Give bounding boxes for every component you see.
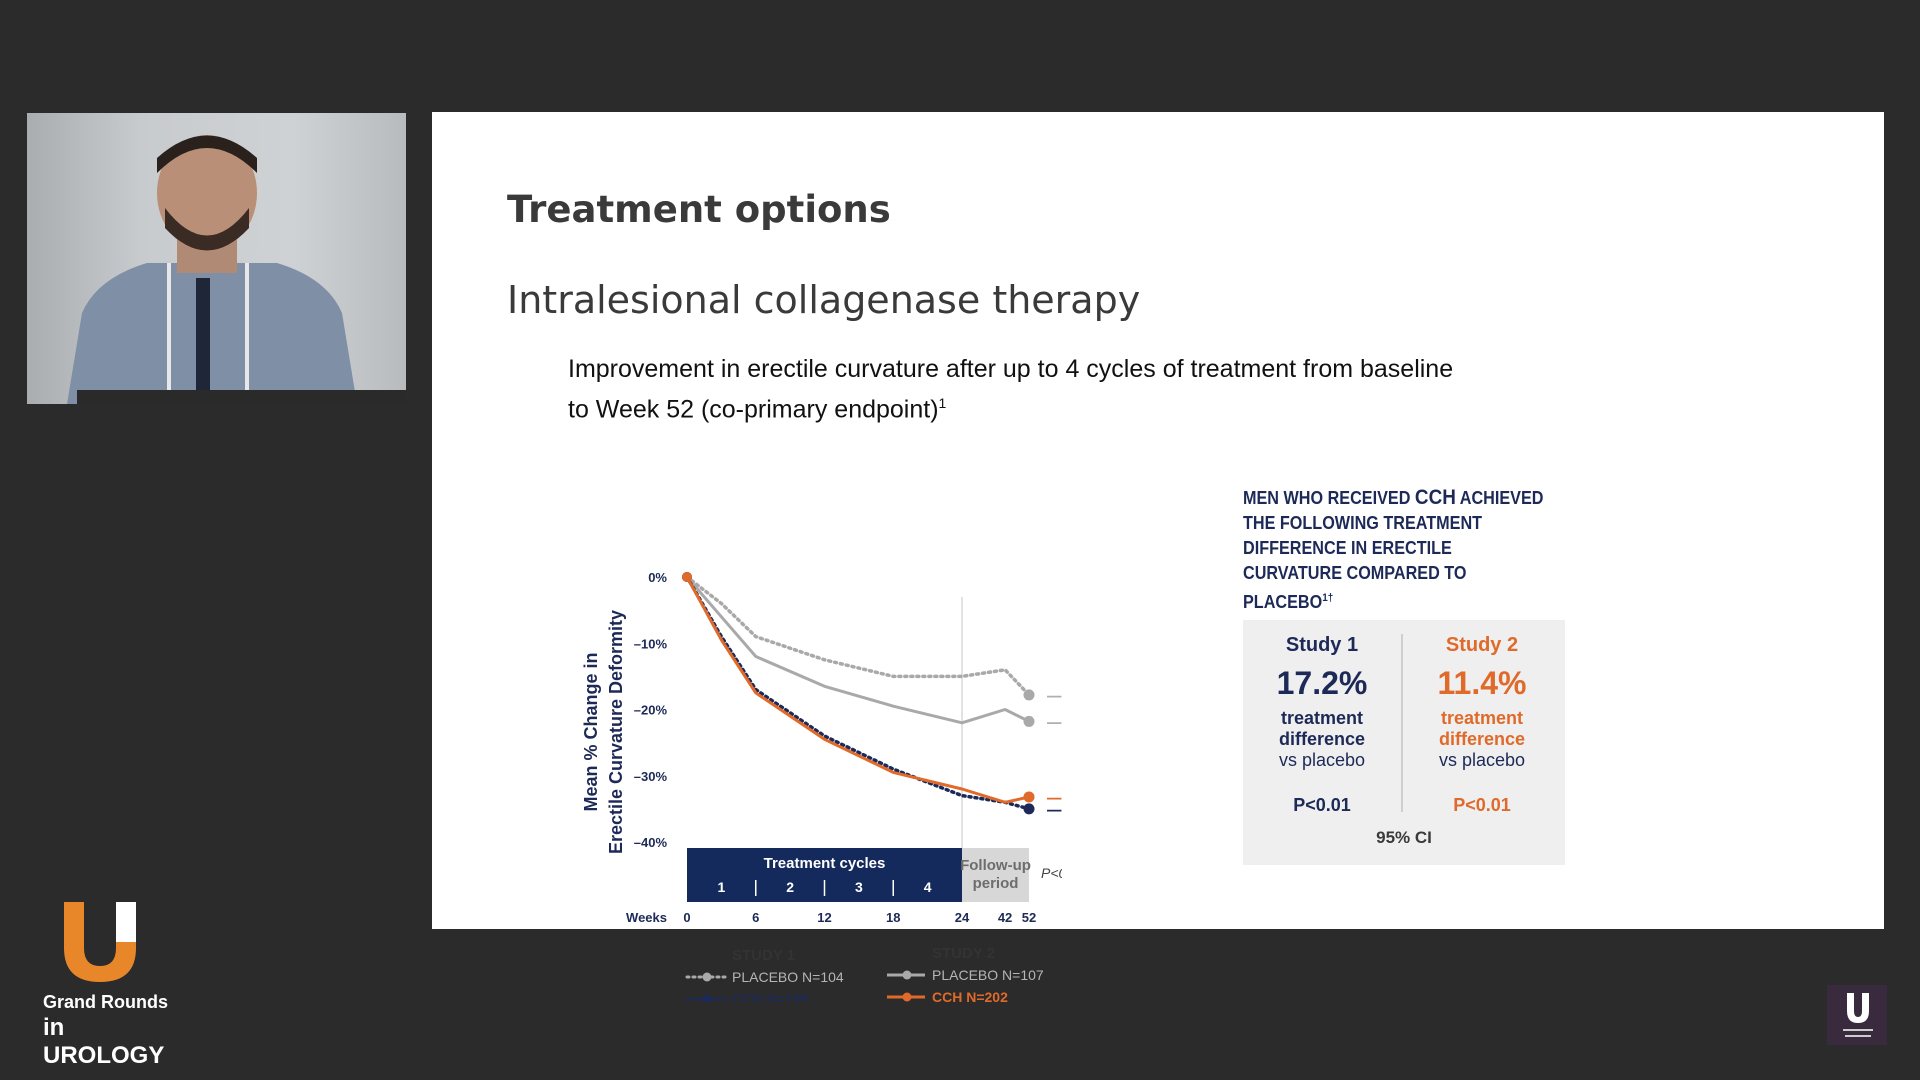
y-tick-label: –10% [634, 636, 668, 651]
x-axis-title: Weeks [626, 910, 667, 925]
treatment-cycles-label: Treatment cycles [764, 855, 886, 872]
series-line-3 [685, 576, 1030, 804]
x-tick-label: 24 [955, 910, 970, 925]
u-logo-icon [64, 902, 136, 982]
slide-title: Treatment options [507, 188, 891, 231]
cycle-label: 1 [717, 879, 725, 895]
series-start-marker-3 [682, 572, 692, 582]
x-tick-label: 6 [752, 910, 759, 925]
legend-label: CCH N=199 [732, 991, 808, 1002]
x-tick-label: 0 [683, 910, 690, 925]
followup-label-line2: period [973, 875, 1019, 892]
study1-td: treatment difference [1278, 708, 1366, 749]
end-label-2: –35.0 [1047, 793, 1062, 823]
brand-logo: Grand Rounds in UROLOGY [40, 900, 170, 1069]
x-tick-label: 18 [886, 910, 900, 925]
study2-name: Study 2 [1445, 634, 1519, 656]
logo-line2: in UROLOGY [43, 1014, 165, 1069]
summary-header-prefix: MEN WHO RECEIVED [1243, 488, 1415, 508]
study2-td: treatment difference [1438, 708, 1526, 749]
followup-band [962, 848, 1029, 902]
series-end-marker-1 [1023, 715, 1035, 727]
y-tick-label: –40% [634, 835, 668, 850]
presenter-video [27, 113, 406, 404]
study2-vs: vs placebo [1438, 750, 1526, 770]
p-note: P<0.01*† [1041, 865, 1062, 881]
corner-logo [1827, 985, 1887, 1045]
x-tick-label: 52 [1022, 910, 1036, 925]
y-tick-label: 0% [648, 570, 667, 585]
series-line-2 [685, 575, 1031, 811]
end-label-1: –21.8 [1047, 705, 1062, 735]
study1-pct: 17.2% [1276, 665, 1368, 701]
study1-result: Study 1 17.2% treatment difference vs pl… [1243, 634, 1401, 816]
legend-swatch-marker [902, 970, 912, 980]
legend-label: PLACEBO N=107 [932, 967, 1044, 983]
summary-header-rest: ACHIEVED THE FOLLOWING TREATMENT DIFFERE… [1243, 488, 1544, 612]
study1-p: P<0.01 [1293, 795, 1351, 815]
x-tick-label: 42 [998, 910, 1012, 925]
legend-study2-title: STUDY 2 [932, 945, 995, 962]
legend-swatch-marker [702, 972, 712, 982]
summary-header: MEN WHO RECEIVED CCH ACHIEVED THE FOLLOW… [1243, 485, 1549, 615]
presenter-figure [67, 135, 357, 404]
followup-label-line1: Follow-up [960, 857, 1031, 874]
study1-vs: vs placebo [1278, 750, 1366, 770]
y-axis-title-line1: Mean % Change in [581, 652, 601, 811]
legend-swatch-marker [702, 994, 712, 1002]
study2-p: P<0.01 [1453, 795, 1511, 815]
ci-label: 95% CI [1376, 828, 1432, 847]
presentation-slide: Treatment options Intralesional collagen… [432, 112, 1884, 1002]
logo-line1: Grand Rounds [43, 992, 168, 1012]
legend-label: CCH N=202 [932, 989, 1008, 1002]
series-end-marker-2 [1023, 803, 1035, 815]
summary-header-cch: CCH [1414, 486, 1456, 509]
legend-swatch-marker [902, 992, 912, 1002]
series-line-0 [685, 575, 1031, 697]
corner-u-icon [1843, 993, 1873, 1037]
treatment-difference-box: Study 1 17.2% treatment difference vs pl… [1243, 620, 1565, 865]
description-ref: 1 [938, 395, 947, 411]
column-divider [1401, 634, 1403, 812]
series-end-marker-3 [1023, 791, 1035, 803]
cycle-label: 3 [855, 879, 863, 895]
slide-subtitle: Intralesional collagenase therapy [507, 278, 1141, 322]
series-end-marker-0 [1023, 689, 1035, 701]
legend-study1-title: STUDY 1 [732, 947, 795, 964]
study1-name: Study 1 [1285, 634, 1359, 656]
curvature-line-chart: Mean % Change in Erectile Curvature Defor… [581, 570, 1062, 1002]
series-line-1 [685, 576, 1030, 725]
study2-pct: 11.4% [1437, 665, 1527, 701]
end-label-0: –17.8 [1047, 679, 1062, 709]
study2-result: Study 2 11.4% treatment difference vs pl… [1403, 634, 1561, 816]
legend-label: PLACEBO N=104 [732, 969, 844, 985]
description-text: Improvement in erectile curvature after … [568, 355, 1454, 424]
y-axis-title-line2: Erectile Curvature Deformity [606, 610, 626, 854]
end-label-3: –33.2 [1047, 781, 1062, 811]
cycle-label: 4 [924, 879, 932, 895]
chart-description: Improvement in erectile curvature after … [568, 352, 1468, 426]
summary-header-ref: 1† [1322, 592, 1334, 604]
cycle-label: 2 [786, 879, 794, 895]
y-axis-title: Mean % Change in Erectile Curvature Defor… [581, 610, 626, 854]
y-tick-label: –30% [634, 769, 668, 784]
x-tick-label: 12 [817, 910, 831, 925]
y-tick-label: –20% [634, 703, 668, 718]
